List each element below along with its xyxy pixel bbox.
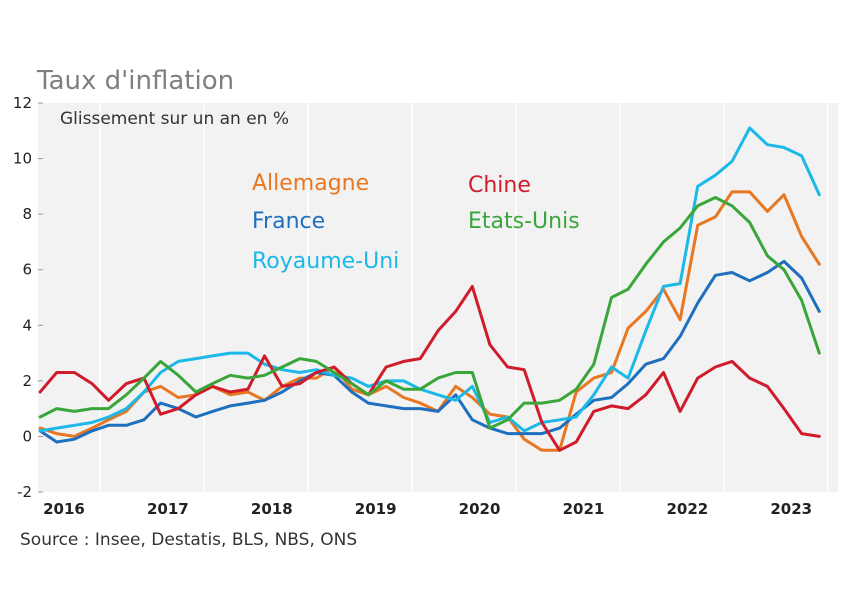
- series-line-allemagne: [38, 190, 821, 452]
- legend-entry: Chine: [468, 173, 531, 198]
- series-lines: [38, 126, 821, 452]
- legend-entry: France: [252, 209, 325, 234]
- series-line-etats-unis: [38, 196, 821, 430]
- legend-entry: Royaume-Uni: [252, 249, 399, 274]
- x-tick-label: 2023: [770, 500, 812, 518]
- legend: Allemagne France Royaume-Uni Chine Etats-Uni…: [252, 171, 580, 274]
- x-tick-label: 2019: [355, 500, 397, 518]
- x-tick-label: 2020: [459, 500, 501, 518]
- chart-subtitle: Glissement sur un an en %: [60, 109, 289, 129]
- y-tick-label: 0: [22, 427, 32, 445]
- y-tick-label: 4: [22, 316, 32, 334]
- y-tick-label: 2: [22, 372, 32, 390]
- x-tick-label: 2021: [563, 500, 605, 518]
- x-tick-label: 2018: [251, 500, 293, 518]
- y-tick-label: 6: [22, 261, 32, 279]
- series-line-france: [38, 259, 821, 444]
- x-axis-ticks: 2016 2017 2018 2019 2020 2021 2022 2023: [43, 500, 812, 518]
- legend-entry: Allemagne: [252, 171, 369, 196]
- x-tick-label: 2016: [43, 500, 85, 518]
- y-tick-label: 10: [13, 150, 32, 168]
- y-axis-ticks: -2 0 2 4 6 8 10 12: [13, 94, 43, 501]
- series-line-chine: [38, 284, 821, 452]
- legend-entry: Etats-Unis: [468, 209, 580, 234]
- source-note: Source : Insee, Destatis, BLS, NBS, ONS: [20, 530, 357, 550]
- y-tick-label: 12: [13, 94, 32, 112]
- chart-title: Taux d'inflation: [36, 66, 234, 96]
- plot-area: [38, 103, 838, 492]
- y-tick-label: -2: [17, 483, 32, 501]
- x-tick-label: 2022: [666, 500, 708, 518]
- x-tick-label: 2017: [147, 500, 189, 518]
- y-tick-label: 8: [22, 205, 32, 223]
